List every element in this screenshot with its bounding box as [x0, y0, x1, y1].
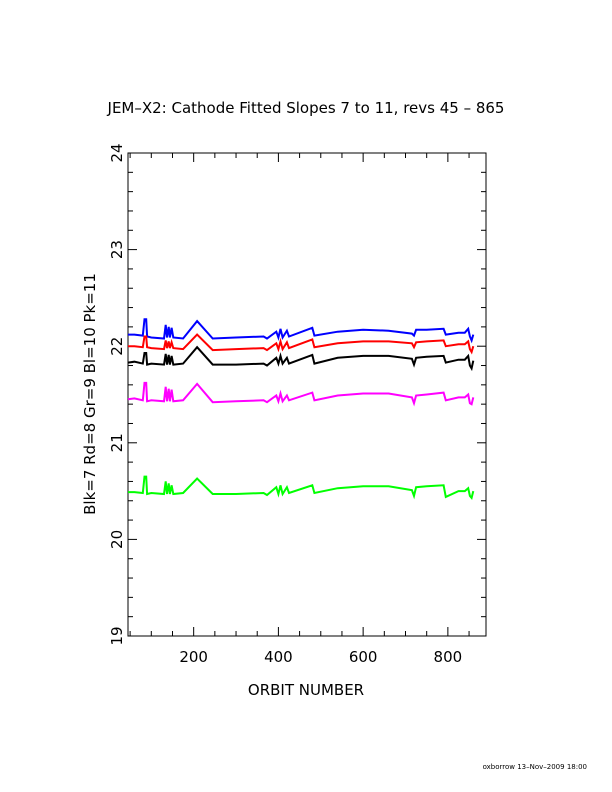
y-tick-label: 21 [108, 433, 126, 452]
y-tick-label: 22 [108, 337, 126, 356]
series-line [128, 475, 475, 501]
x-axis-label: ORBIT NUMBER [248, 681, 364, 699]
series-line [127, 345, 475, 372]
x-axis-tick-labels: 200 400 600 800 [179, 648, 462, 666]
y-tick-label: 19 [108, 626, 126, 645]
credit-footer: oxborrow 13–Nov–2009 18:00 [483, 763, 587, 771]
x-tick-label: 600 [349, 648, 378, 666]
series-line [128, 333, 475, 355]
series-line [127, 381, 475, 407]
axis-ticks [128, 152, 486, 637]
y-axis-label: Blk=7 Rd=8 Gr=9 Bl=10 Pk=11 [81, 273, 99, 515]
x-tick-label: 800 [434, 648, 463, 666]
series-group [127, 318, 475, 501]
y-tick-label: 23 [108, 240, 126, 259]
plot-frame [127, 152, 487, 637]
y-axis-tick-labels: 19 20 21 22 23 24 [108, 143, 126, 645]
x-tick-label: 400 [264, 648, 293, 666]
chart-title: JEM–X2: Cathode Fitted Slopes 7 to 11, r… [107, 99, 505, 117]
y-tick-label: 20 [108, 530, 126, 549]
series-line [128, 318, 475, 344]
x-tick-label: 200 [179, 648, 208, 666]
y-tick-label: 24 [108, 143, 126, 162]
